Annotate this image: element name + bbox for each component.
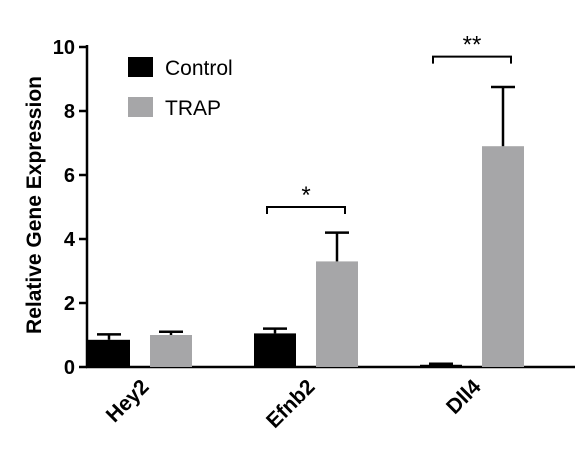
legend: Control TRAP [128,57,233,120]
y-tick-label: 4 [64,229,76,251]
y-ticks: 0 2 4 6 8 10 [53,37,87,379]
bar-control-dll4 [420,364,462,367]
bar-trap-dll4 [482,146,524,367]
error-bars [97,85,515,366]
y-tick-label: 10 [53,37,75,59]
y-tick-label: 6 [64,165,75,187]
legend-label: Control [165,57,233,80]
significance-annotations: *** [266,32,512,214]
category-label: Efnb2 [262,375,320,433]
y-tick-label: 8 [64,101,75,123]
category-labels: Hey2 Efnb2 Dll4 [102,375,486,433]
category-label: Hey2 [102,375,154,427]
significance-label: * [301,182,310,209]
bar-control-efnb2 [254,333,296,367]
bars [88,146,524,367]
bar-trap-hey2 [150,335,192,367]
legend-swatch-control [128,57,153,77]
y-axis-title: Relative Gene Expression [23,76,46,334]
y-tick-label: 0 [64,357,75,379]
y-tick-label: 2 [64,293,75,315]
legend-swatch-trap [128,97,153,117]
significance-bracket [432,55,512,64]
legend-label: TRAP [165,97,221,120]
significance-bracket [266,206,346,214]
bar-control-hey2 [88,339,130,367]
bar-trap-efnb2 [316,261,358,367]
significance-label: ** [463,32,482,59]
category-label: Dll4 [442,375,486,419]
